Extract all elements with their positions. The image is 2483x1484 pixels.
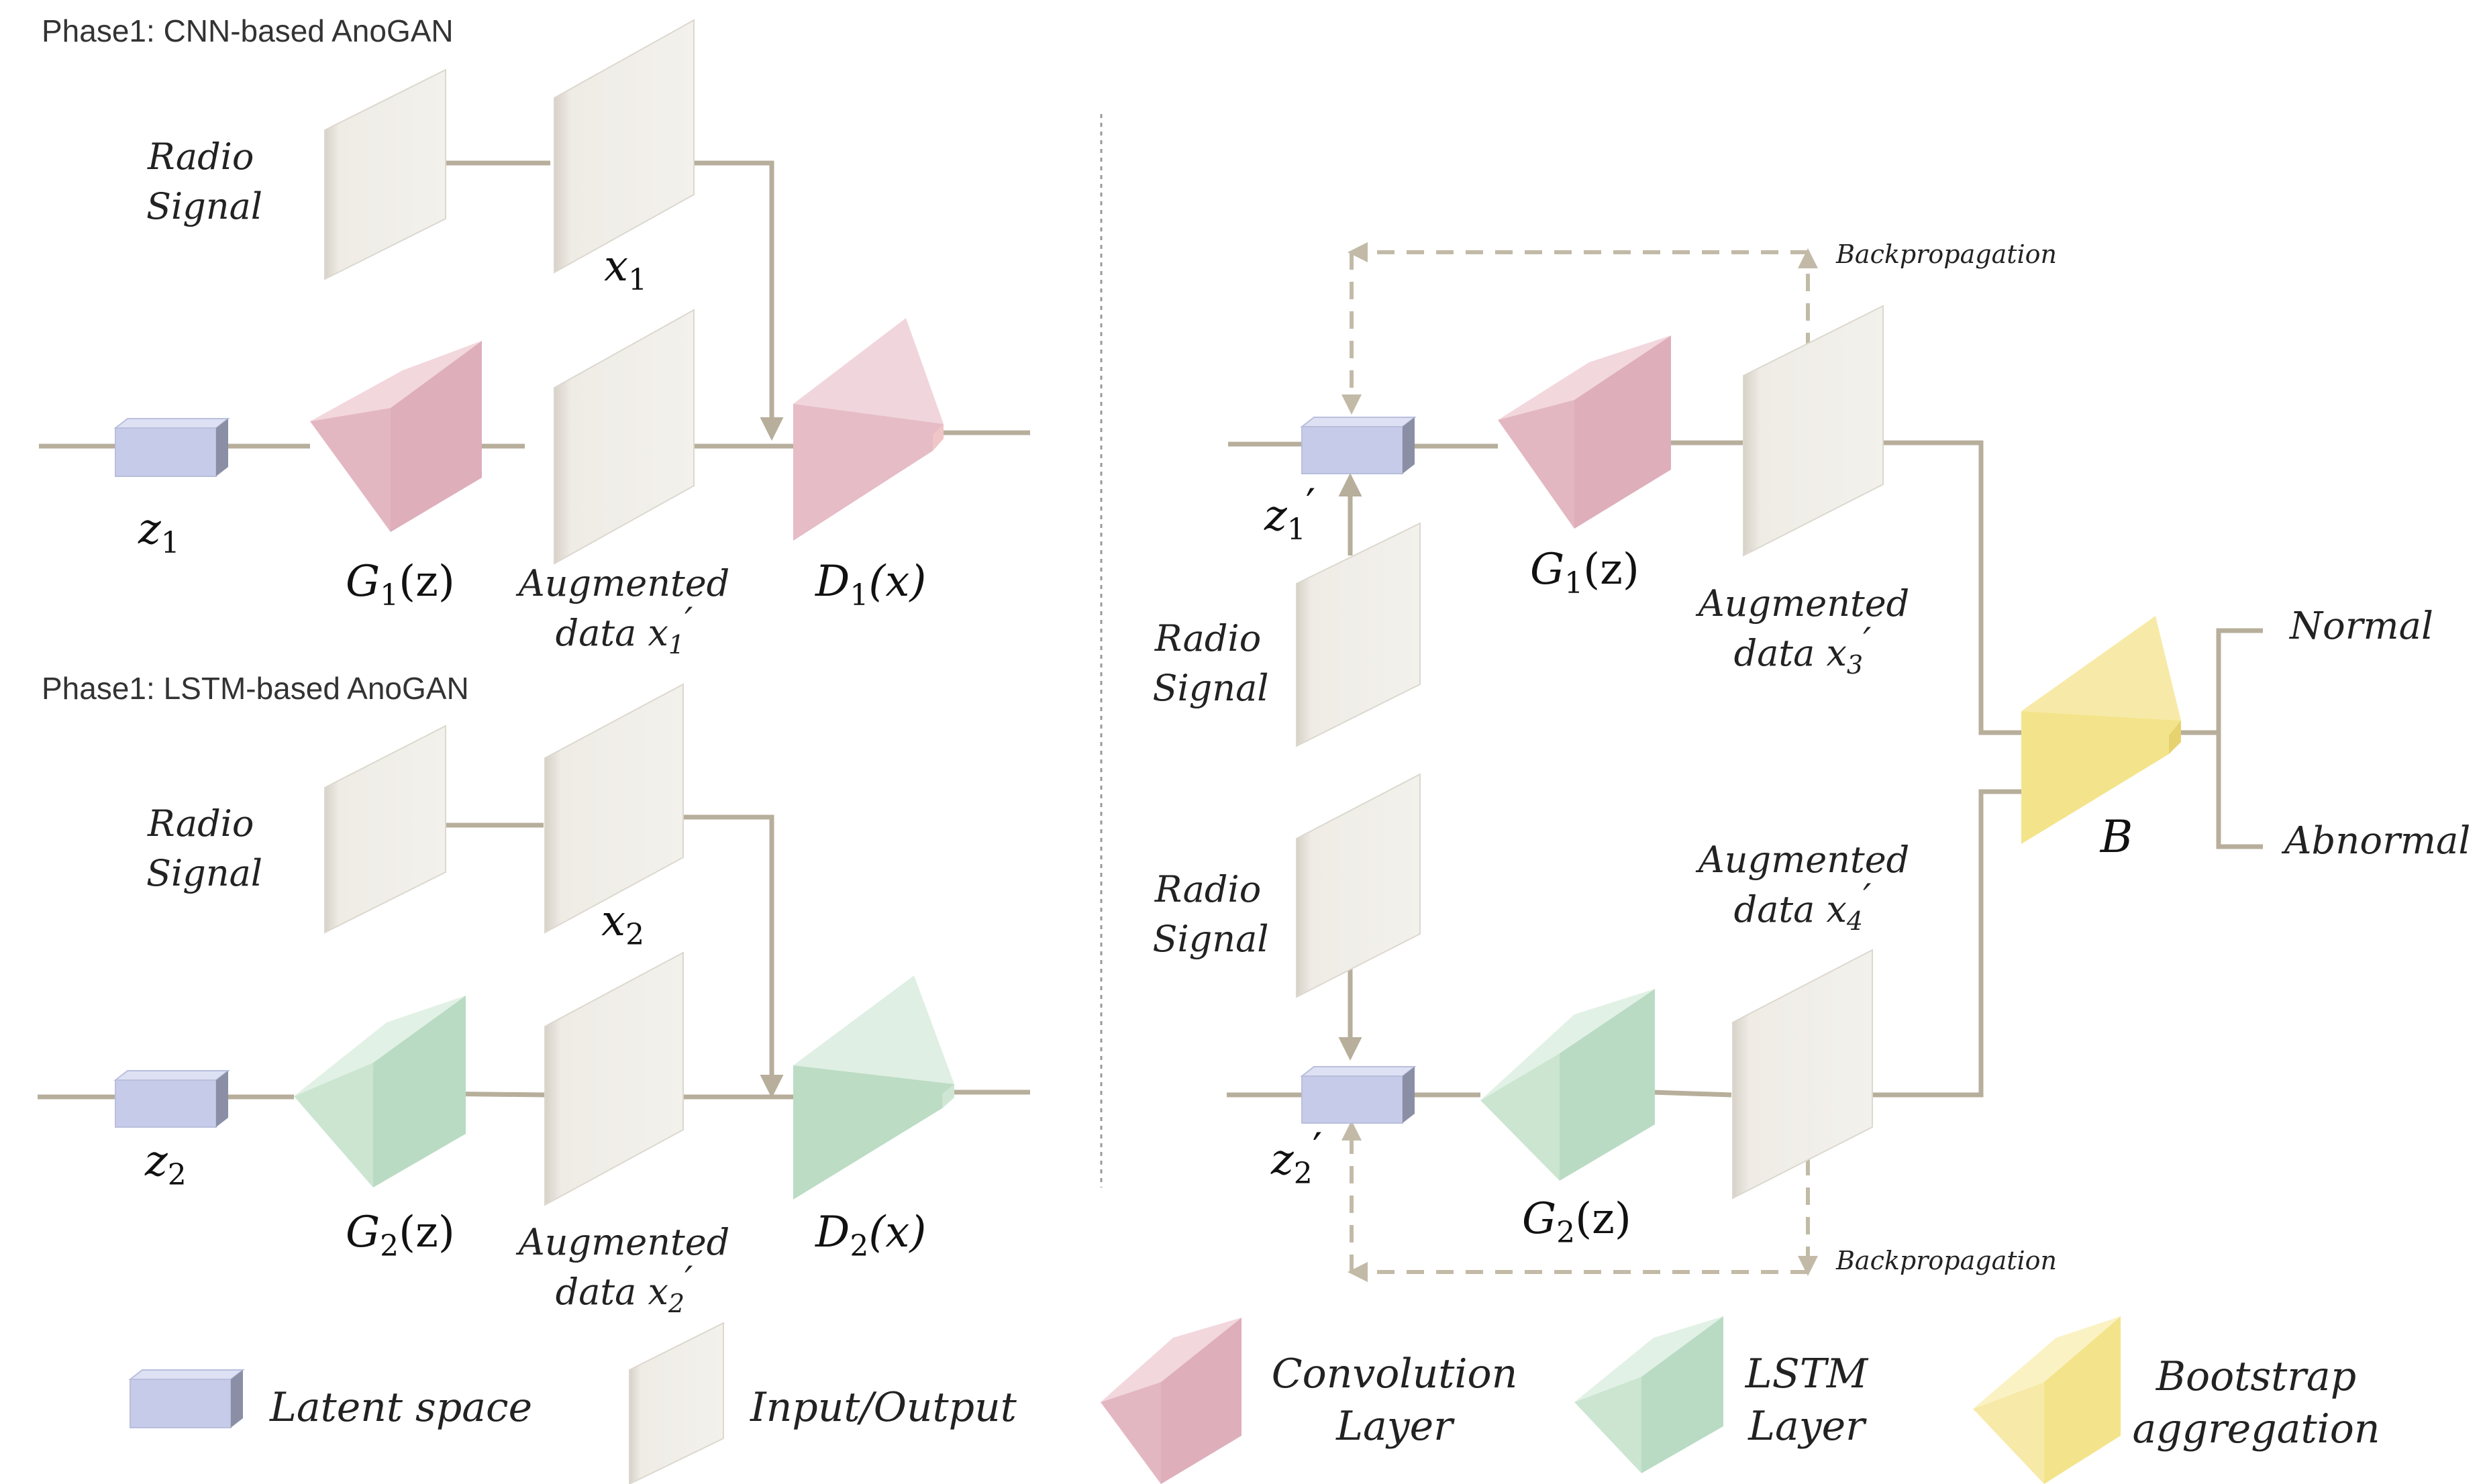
augmented-label-line1: Augmented: [1695, 582, 1910, 625]
legend-input-output: Input/Output: [629, 1322, 1017, 1484]
discriminator-d2-block: [793, 975, 954, 1200]
generator-g1-block: [310, 341, 482, 532]
g2-label: G2(z): [346, 1208, 455, 1263]
radio-label-line1: Radio: [1154, 868, 1261, 910]
g1-label: G1(z): [1530, 545, 1639, 600]
backprop-loop-bottom: [1341, 1120, 1818, 1282]
output-normal-label: Normal: [2288, 604, 2433, 648]
latent-z2-cube: [113, 1070, 230, 1128]
augmented-label-line2: data x4′: [1734, 876, 1872, 936]
x1-label: x1: [604, 242, 647, 297]
backprop-label-bottom: Backpropagation: [1835, 1246, 2057, 1275]
radio-signal-panel: [324, 725, 446, 934]
legend-conv-line2: Layer: [1335, 1403, 1455, 1450]
z2-label: z2: [144, 1136, 187, 1192]
augmented-label-line1: Augmented: [515, 1221, 730, 1263]
z1-prime-label: z1′: [1264, 480, 1315, 547]
backprop-label-top: Backpropagation: [1835, 240, 2057, 269]
latent-z1-prime-cube: [1300, 417, 1417, 474]
phase1-cnn-title: Phase1: CNN-based AnoGAN: [42, 13, 454, 48]
augmented-label-line1: Augmented: [1695, 839, 1910, 881]
legend-bootstrap-aggregation: Bootstrap aggregation: [1973, 1316, 2380, 1484]
legend: Latent space Input/Output Convolution La…: [128, 1316, 2380, 1484]
d1-label: D1(x): [815, 557, 926, 613]
phase2-section: Backpropagation Backpropagation: [1152, 240, 2470, 1282]
latent-z1-cube: [113, 418, 230, 477]
augmented-label-line2: data x2′: [556, 1259, 693, 1318]
discriminator-d1-block: [793, 318, 944, 541]
d2-label: D2(x): [815, 1208, 926, 1263]
bagging-label: B: [2100, 811, 2133, 863]
phase1-lstm-title: Phase1: LSTM-based AnoGAN: [42, 671, 469, 706]
phase1-cnn-section: Phase1: CNN-based AnoGAN: [39, 13, 1030, 659]
generator-g2-block: [1480, 989, 1655, 1181]
bootstrap-aggregation-block: [2021, 616, 2181, 844]
x2-label: x2: [601, 896, 644, 952]
legend-boot-line1: Bootstrap: [2156, 1353, 2356, 1400]
augmented-data-panel: [1743, 305, 1884, 557]
legend-latent-label: Latent space: [269, 1384, 532, 1431]
radio-label-line2: Signal: [1152, 667, 1268, 709]
radio-label-line1: Radio: [147, 136, 254, 178]
generator-g2-block: [294, 996, 466, 1187]
radio-label-line2: Signal: [146, 852, 262, 894]
phase1-lstm-section: Phase1: LSTM-based AnoGAN: [38, 671, 1030, 1318]
augmented-label-line2: data x1′: [556, 600, 693, 659]
generator-g1-block: [1498, 335, 1671, 529]
g2-label: G2(z): [1522, 1194, 1631, 1250]
x2-panel: [544, 683, 684, 934]
legend-lstm-line1: LSTM: [1745, 1350, 1869, 1397]
augmented-data-panel: [544, 951, 684, 1206]
radio-signal-panel: [1296, 773, 1421, 998]
x1-panel: [554, 19, 695, 274]
legend-conv-line1: Convolution: [1272, 1350, 1518, 1397]
g1-label: G1(z): [346, 557, 455, 613]
output-abnormal-label: Abnormal: [2281, 819, 2470, 863]
legend-lstm-line2: Layer: [1747, 1403, 1867, 1450]
radio-signal-panel: [1296, 522, 1421, 747]
augmented-data-panel: [1732, 949, 1873, 1200]
radio-label-line2: Signal: [146, 185, 262, 227]
radio-label-line2: Signal: [1152, 918, 1268, 960]
legend-boot-line2: aggregation: [2132, 1406, 2380, 1452]
legend-io-label: Input/Output: [750, 1384, 1017, 1431]
z1-label: z1: [138, 505, 180, 560]
radio-signal-panel: [324, 68, 446, 280]
augmented-label-line1: Augmented: [515, 562, 730, 604]
z2-prime-label: z2′: [1270, 1124, 1322, 1191]
legend-latent-space: Latent space: [128, 1369, 532, 1431]
backprop-loop-top: [1341, 242, 1818, 415]
radio-label-line1: Radio: [147, 802, 254, 845]
legend-lstm-layer: LSTM Layer: [1574, 1316, 1869, 1473]
augmented-label-line2: data x3′: [1734, 620, 1872, 680]
legend-convolution-layer: Convolution Layer: [1101, 1318, 1517, 1484]
radio-label-line1: Radio: [1154, 617, 1261, 659]
latent-z2-prime-cube: [1300, 1066, 1417, 1124]
augmented-data-panel: [554, 309, 695, 565]
